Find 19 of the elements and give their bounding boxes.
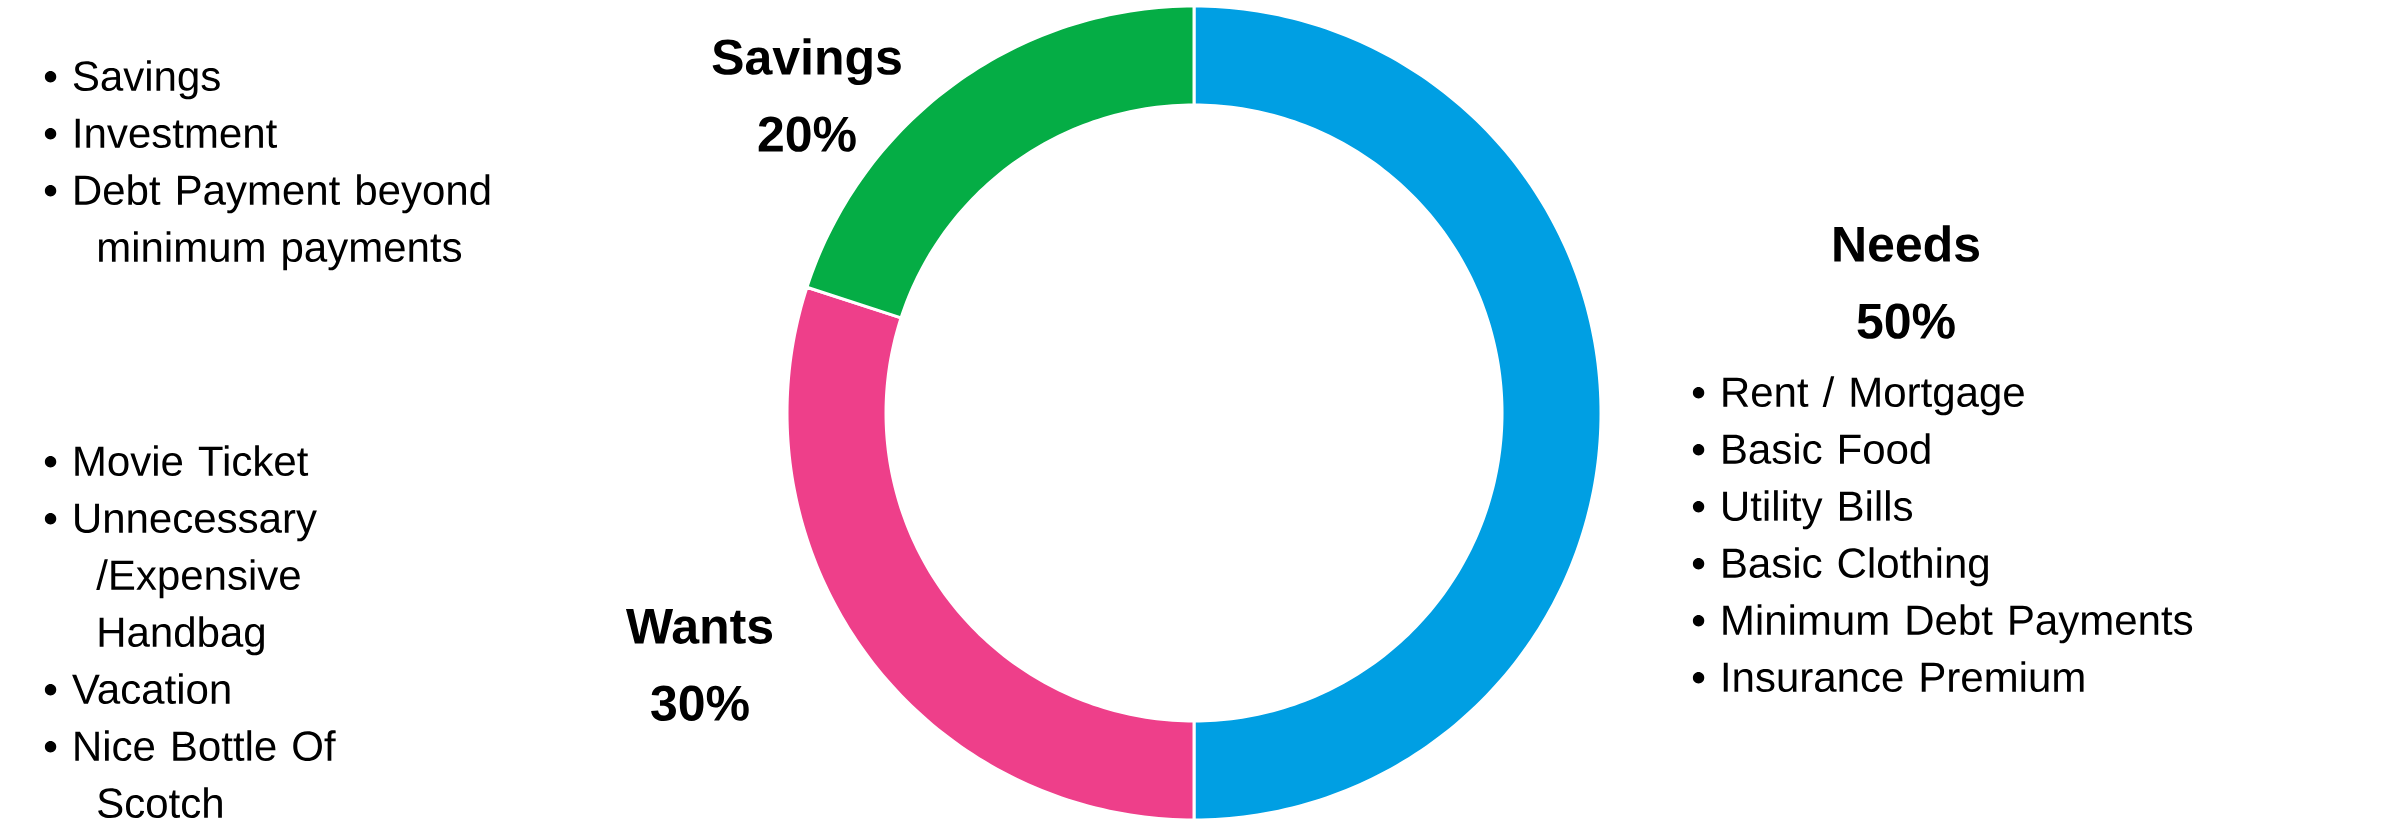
data-label: 30% [651, 685, 749, 721]
text: • Movie Ticket [44, 445, 309, 477]
data-label: 20% [758, 116, 856, 152]
text: • Basic Food [1692, 433, 1930, 465]
text: • Savings [44, 60, 220, 100]
text: • Utility Bills [1692, 490, 1912, 530]
slice-label: Savings [712, 38, 901, 85]
text: • Basic Clothing [1692, 547, 1988, 587]
text: • Nice Bottle Of Scotch [44, 730, 336, 819]
text: • Insurance Premium [1692, 661, 2084, 693]
text: • Investment [44, 118, 277, 149]
data-label: 50% [1857, 303, 1955, 339]
text: • Minimum Debt Payments [1692, 604, 2193, 644]
slice-label: Wants [625, 609, 773, 644]
text: • Rent / Mortgage [1692, 376, 2024, 416]
slice-label: Needs [1834, 225, 1979, 262]
text: • Debt Payment beyond minimum payments [44, 174, 490, 271]
text: • Unnecessary /Expensive Handbag [44, 503, 317, 656]
text: • Vacation [44, 673, 230, 705]
